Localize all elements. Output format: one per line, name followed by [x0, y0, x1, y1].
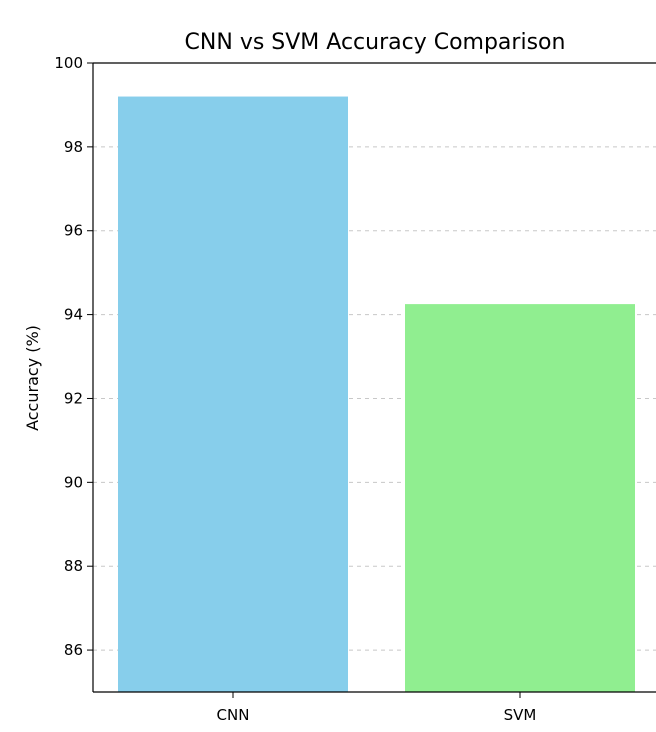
chart-title: CNN vs SVM Accuracy Comparison — [185, 30, 566, 55]
bar-cnn — [118, 96, 348, 692]
x-tick-label: SVM — [504, 706, 537, 724]
y-tick-label: 98 — [64, 138, 83, 156]
y-tick-label: 100 — [54, 54, 83, 72]
y-tick-label: 94 — [64, 306, 83, 324]
y-tick-label: 92 — [64, 389, 83, 407]
axes — [92, 62, 656, 693]
y-tick-label: 88 — [64, 557, 83, 575]
bars — [118, 96, 635, 692]
grid-lines — [93, 146, 656, 651]
y-axis-label: Accuracy (%) — [23, 325, 42, 431]
bar-svm — [405, 304, 635, 692]
x-tick-label: CNN — [217, 706, 250, 724]
y-tick-label: 86 — [64, 641, 83, 659]
x-axis-ticks: CNN SVM — [217, 692, 537, 724]
y-tick-label: 90 — [64, 473, 83, 491]
y-axis-ticks: 86 88 90 92 94 96 98 100 — [54, 54, 93, 659]
y-tick-label: 96 — [64, 222, 83, 240]
